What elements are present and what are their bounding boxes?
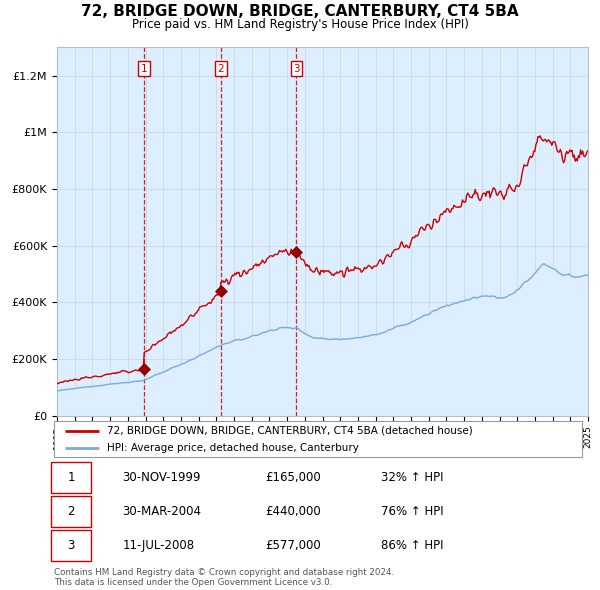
Text: 1: 1 [141,64,148,74]
Text: 30-MAR-2004: 30-MAR-2004 [122,505,202,519]
Text: £165,000: £165,000 [265,471,321,484]
Text: 72, BRIDGE DOWN, BRIDGE, CANTERBURY, CT4 5BA: 72, BRIDGE DOWN, BRIDGE, CANTERBURY, CT4… [81,4,519,19]
FancyBboxPatch shape [52,496,91,527]
Text: 72, BRIDGE DOWN, BRIDGE, CANTERBURY, CT4 5BA (detached house): 72, BRIDGE DOWN, BRIDGE, CANTERBURY, CT4… [107,426,473,436]
Text: 11-JUL-2008: 11-JUL-2008 [122,539,195,552]
Text: £577,000: £577,000 [265,539,321,552]
Text: HPI: Average price, detached house, Canterbury: HPI: Average price, detached house, Cant… [107,443,359,453]
Text: 30-NOV-1999: 30-NOV-1999 [122,471,201,484]
FancyBboxPatch shape [52,530,91,562]
Text: 76% ↑ HPI: 76% ↑ HPI [382,505,444,519]
Text: Price paid vs. HM Land Registry's House Price Index (HPI): Price paid vs. HM Land Registry's House … [131,18,469,31]
Text: 2: 2 [217,64,224,74]
Text: 3: 3 [67,539,75,552]
Text: 2: 2 [67,505,75,519]
FancyBboxPatch shape [54,421,582,457]
Text: 1: 1 [67,471,75,484]
Text: 32% ↑ HPI: 32% ↑ HPI [382,471,444,484]
FancyBboxPatch shape [52,463,91,493]
Text: 86% ↑ HPI: 86% ↑ HPI [382,539,444,552]
Text: Contains HM Land Registry data © Crown copyright and database right 2024.
This d: Contains HM Land Registry data © Crown c… [54,568,394,587]
Text: 3: 3 [293,64,300,74]
Text: £440,000: £440,000 [265,505,321,519]
